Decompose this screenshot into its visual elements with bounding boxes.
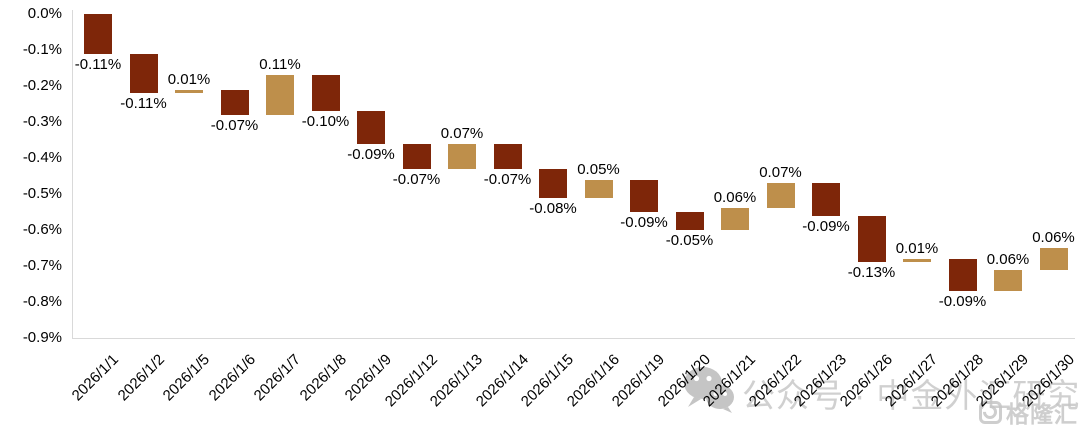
y-tick-label: -0.2% — [22, 77, 62, 94]
wechat-watermark-text: 公众号 · 中金外汇研究 — [742, 377, 1080, 414]
waterfall-bar — [539, 168, 567, 198]
bar-value-label: 0.05% — [577, 160, 620, 178]
bar-value-label: -0.09% — [347, 145, 395, 163]
bar-value-label: -0.09% — [802, 217, 850, 235]
bar-value-label: -0.05% — [665, 232, 714, 249]
y-tick-label: -0.4% — [22, 149, 62, 166]
y-tick-label: -0.1% — [22, 41, 62, 58]
waterfall-bar — [1039, 248, 1068, 270]
wechat-icon — [684, 367, 734, 413]
waterfall-bar — [630, 179, 658, 212]
waterfall-bar — [584, 179, 613, 198]
gelonghui-logo-icon — [979, 400, 1002, 424]
waterfall-bar — [994, 269, 1022, 292]
bar-value-label: -0.07% — [392, 170, 441, 188]
waterfall-bar — [129, 53, 158, 94]
y-tick-label: 0.0% — [27, 5, 62, 22]
waterfall-bar — [857, 215, 886, 263]
y-tick-label: -0.8% — [22, 293, 62, 310]
bar-value-label: -0.08% — [529, 199, 577, 217]
y-tick-label: -0.5% — [22, 185, 62, 202]
y-tick-label: -0.9% — [22, 329, 62, 346]
bar-value-label: -0.13% — [847, 264, 896, 282]
bar-value-label: -0.07% — [483, 170, 532, 188]
y-axis-line — [72, 10, 73, 338]
y-tick-label: -0.3% — [22, 113, 62, 130]
bar-value-label: 0.01% — [167, 70, 211, 88]
waterfall-bar — [493, 143, 522, 169]
bar-value-label: 0.07% — [759, 164, 802, 182]
waterfall-bar — [675, 212, 704, 230]
waterfall-bar — [402, 143, 431, 169]
bar-value-label: 0.01% — [895, 239, 939, 257]
waterfall-bar — [766, 183, 795, 209]
waterfall-bar — [448, 143, 476, 169]
bar-value-label: 0.11% — [259, 56, 301, 74]
bar-value-label: -0.11% — [120, 95, 167, 113]
waterfall-bar — [721, 208, 749, 230]
y-tick-label: -0.7% — [22, 257, 62, 274]
bar-value-label: -0.10% — [301, 113, 350, 131]
waterfall-bar — [311, 75, 340, 112]
bar-value-label: -0.11% — [74, 55, 122, 73]
y-tick-label: -0.6% — [22, 221, 62, 238]
bar-value-label: -0.09% — [620, 214, 668, 231]
gelonghui-logo-text: 格隆汇 — [1006, 401, 1078, 427]
x-axis-line — [72, 338, 1075, 339]
bar-value-label: 0.06% — [986, 250, 1030, 268]
waterfall-bar — [812, 183, 840, 216]
waterfall-bar — [948, 258, 977, 292]
bar-value-label: 0.06% — [1032, 229, 1075, 246]
waterfall-bar — [357, 111, 385, 144]
bar-value-label: -0.07% — [210, 116, 259, 134]
waterfall-bar — [84, 14, 112, 54]
waterfall-bar — [220, 89, 249, 115]
bar-value-label: -0.09% — [938, 293, 987, 311]
gelonghui-logo: 格隆汇 — [979, 395, 1078, 429]
bar-value-label: 0.07% — [440, 124, 484, 142]
waterfall-bar — [903, 258, 931, 263]
waterfall-bar — [175, 89, 203, 94]
waterfall-bar — [266, 75, 294, 115]
bar-value-label: 0.06% — [713, 189, 757, 207]
